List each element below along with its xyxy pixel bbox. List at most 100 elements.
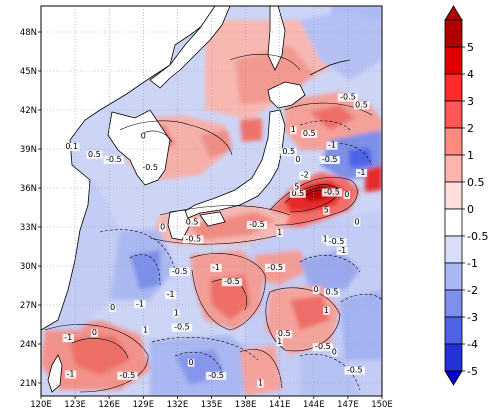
colorbar-segment (444, 343, 463, 372)
contour-label-bg (63, 143, 80, 151)
colorbar-segment (444, 208, 463, 237)
y-tick-label: 24N (20, 340, 37, 350)
contour-label: -0.5 (208, 371, 224, 380)
contour-label-bg (183, 235, 204, 244)
contour-label-bg (169, 267, 190, 276)
contour-label-bg (142, 326, 149, 335)
contour-label: 1 (258, 379, 263, 388)
contour-label: 0.5 (282, 147, 295, 156)
contour-label-bg (301, 130, 318, 138)
colorbar-label: -4 (467, 338, 478, 351)
contour-label: -1 (67, 370, 75, 379)
colorbar-label: 2 (467, 122, 474, 135)
colorbar-segment (444, 235, 463, 264)
colorbar-label: -5 (467, 365, 478, 378)
contour-label: -1 (136, 299, 144, 308)
contour-label: -0.5 (186, 234, 202, 243)
contour-label-bg (103, 156, 124, 164)
contour-label: 5 (324, 206, 329, 215)
contour-label: -1 (212, 263, 220, 272)
y-axis: 21N 24N 27N 30N 33N 36N 39N 42N 45N 48N (20, 28, 41, 389)
contour-label-bg (353, 101, 370, 110)
contour-label: -0.5 (347, 366, 363, 375)
contour-label: 1 (291, 125, 296, 134)
contour-label: 1 (324, 306, 329, 315)
contour-label: -0.5 (322, 155, 338, 164)
colorbar-segment (444, 289, 463, 318)
contour-label: 0 (344, 190, 349, 199)
contour-label: -0.5 (315, 342, 331, 351)
x-tick-label: 120E (30, 400, 52, 408)
y-tick-label: 33N (20, 223, 37, 233)
contour-label-bg (336, 247, 348, 255)
contour-label-bg (293, 183, 301, 192)
y-tick-label: 42N (20, 106, 37, 116)
y-tick-label: 48N (20, 28, 37, 38)
contour-label: 1 (143, 325, 148, 334)
colorbar-label: -3 (467, 311, 478, 324)
colorbar-segment (444, 316, 463, 345)
contour-label-bg (321, 188, 343, 197)
colorbar-label: -0.5 (467, 230, 488, 243)
contour-label: 1 (174, 308, 179, 317)
x-tick-label: 138E (235, 400, 257, 408)
contour-label-bg (64, 370, 77, 379)
contour-label: -0.5 (174, 323, 190, 332)
colorbar-label: 4 (467, 68, 474, 81)
contour-label-bg (210, 263, 222, 272)
contour-label: -1 (64, 333, 72, 342)
x-tick-label: 147E (337, 400, 359, 408)
contour-label-bg (221, 278, 243, 287)
contour-label-bg (343, 191, 351, 200)
contour-label: 1 (277, 337, 282, 346)
colorbar-label: -2 (467, 284, 478, 297)
contour-label: -0.5 (172, 267, 188, 276)
contour-label-bg (171, 323, 193, 332)
contour-label-bg (344, 366, 365, 375)
contour-label: -1 (338, 246, 346, 255)
contour-label: 1 (277, 228, 282, 237)
contour-label-bg (290, 126, 297, 135)
contour-label-bg (299, 171, 311, 180)
y-tick-label: 39N (20, 145, 37, 155)
colorbar-segment (444, 262, 463, 291)
contour-label-bg (109, 304, 116, 313)
contour-label: -0.5 (267, 263, 283, 272)
x-tick-label: 132E (167, 400, 189, 408)
contour-label: -0.5 (324, 188, 340, 197)
contour-label-bg (86, 150, 103, 159)
colorbar-label: 1 (467, 149, 474, 162)
y-tick-label: 45N (20, 67, 37, 77)
contour-label-bg (276, 338, 283, 346)
contour-label: 0.5 (88, 150, 101, 159)
contour-label-bg (62, 334, 74, 343)
colorbar-triangle-top (444, 5, 463, 21)
colorbar-segment (444, 181, 463, 210)
colorbar: 5 4 3 2 1 0.5 0 -0.5 -1 -2 -3 -4 -5 (444, 5, 488, 386)
colorbar-label: 5 (467, 41, 474, 54)
colorbar-label: -1 (467, 257, 478, 270)
x-tick-label: 135E (201, 400, 223, 408)
contour-label-bg (184, 218, 201, 227)
contour-label: -2 (301, 171, 309, 180)
x-tick-label: 129E (132, 400, 154, 408)
contour-label: -1 (328, 141, 336, 150)
contour-label-bg (337, 93, 359, 102)
contour-label: -1 (358, 168, 366, 177)
contour-label-bg (139, 163, 161, 172)
contour-label: 0.5 (326, 288, 339, 297)
colorbar-segment (444, 154, 463, 183)
y-tick-label: 30N (20, 262, 37, 272)
colorbar-segment (444, 100, 463, 129)
contour-label-bg (172, 309, 180, 318)
contour-label: 0.5 (303, 129, 316, 138)
contour-label: 0 (110, 303, 115, 312)
colorbar-label: 0 (467, 203, 474, 216)
colorbar-segment (444, 46, 463, 75)
contour-label: -0.5 (106, 155, 122, 164)
y-tick-label: 36N (20, 184, 37, 194)
contour-label: 1 (323, 234, 328, 243)
contour-label: -1 (167, 290, 175, 299)
